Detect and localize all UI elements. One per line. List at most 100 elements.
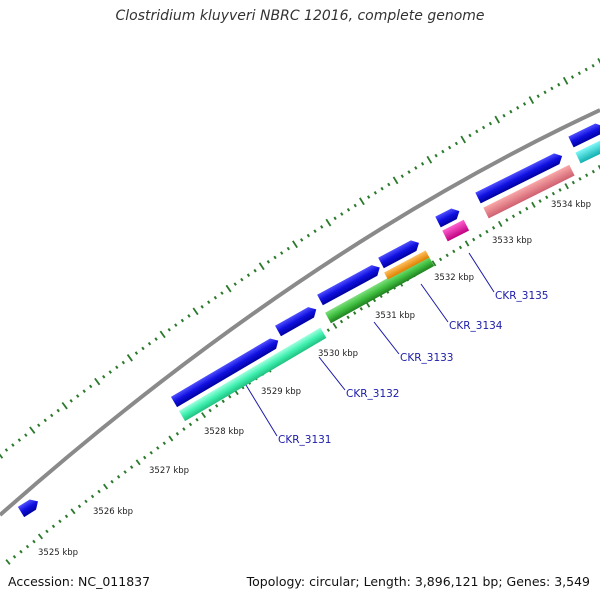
cds-arrow[interactable] xyxy=(568,121,600,148)
tick-mark xyxy=(585,173,589,178)
tick-mark xyxy=(332,322,338,329)
gene-label[interactable]: CKR_3135 xyxy=(495,290,548,302)
cds-arrow[interactable] xyxy=(170,335,281,408)
tick-mark xyxy=(110,479,114,484)
tick-mark xyxy=(306,233,310,238)
tick-mark xyxy=(182,427,186,431)
tick-mark xyxy=(452,249,456,254)
tick-mark xyxy=(135,459,141,466)
tick-mark xyxy=(359,197,365,206)
tick-mark xyxy=(12,555,17,559)
tick-mark xyxy=(58,519,62,524)
tick-mark xyxy=(485,229,489,234)
gene-label[interactable]: CKR_3131 xyxy=(278,434,331,446)
tick-mark xyxy=(195,417,199,422)
gene-label[interactable]: CKR_3132 xyxy=(346,388,399,400)
tick-mark xyxy=(286,246,290,251)
tick-mark xyxy=(84,499,88,504)
tick-mark xyxy=(481,125,486,130)
tick-mark xyxy=(201,412,207,419)
tick-mark xyxy=(168,435,174,442)
tick-mark xyxy=(528,96,535,104)
tick-mark xyxy=(29,426,36,434)
tick-mark xyxy=(19,549,23,554)
tick-mark xyxy=(488,121,493,126)
tick-mark xyxy=(313,229,317,234)
tick-mark xyxy=(207,300,211,305)
tick-mark xyxy=(531,201,536,208)
tick-mark xyxy=(372,298,377,303)
tick-mark xyxy=(339,319,344,324)
cds-ckr-3133[interactable] xyxy=(325,255,435,324)
tick-mark xyxy=(460,135,467,144)
tick-mark xyxy=(192,307,199,316)
tick-mark xyxy=(445,253,449,258)
cds-arrow[interactable] xyxy=(435,206,462,228)
cds-ckr-3131[interactable] xyxy=(178,327,327,422)
tick-mark xyxy=(77,504,82,509)
cds-arrow[interactable] xyxy=(275,304,319,337)
tick-mark xyxy=(392,176,399,185)
tick-mark xyxy=(525,206,529,211)
tick-mark xyxy=(353,203,357,208)
tick-mark xyxy=(597,164,600,170)
scale-label: 3525 kbp xyxy=(38,548,78,558)
cds-arrow[interactable] xyxy=(17,496,41,518)
tick-mark xyxy=(134,351,139,355)
tick-mark xyxy=(149,450,153,455)
topology-summary: Topology: circular; Length: 3,896,121 bp… xyxy=(246,574,590,589)
gene-label[interactable]: CKR_3134 xyxy=(449,320,503,332)
cds-ckr-3134[interactable] xyxy=(384,250,430,280)
tick-mark xyxy=(154,337,158,341)
scale-label: 3532 kbp xyxy=(434,273,474,283)
tick-mark xyxy=(578,177,582,181)
tick-mark xyxy=(70,508,76,515)
tick-mark xyxy=(346,207,351,212)
tick-mark xyxy=(108,370,112,374)
tick-mark xyxy=(167,327,171,332)
cds-arrow[interactable] xyxy=(475,151,564,204)
tick-mark xyxy=(538,199,542,203)
tick-mark xyxy=(43,418,47,423)
scale-label: 3526 kbp xyxy=(93,507,133,517)
tick-mark xyxy=(162,441,166,446)
cds-rrna[interactable] xyxy=(483,164,575,219)
tick-mark xyxy=(414,166,418,170)
tick-mark xyxy=(116,475,121,479)
tick-mark xyxy=(518,210,522,215)
tick-mark xyxy=(174,323,178,327)
tick-mark xyxy=(51,524,56,529)
tick-mark xyxy=(25,544,30,549)
tick-mark xyxy=(562,76,569,85)
scale-labels: 3525 kbp 3526 kbp 3527 kbp 3528 kbp 3529… xyxy=(38,200,591,558)
tick-mark xyxy=(233,282,237,286)
tick-mark xyxy=(545,195,549,200)
tick-mark xyxy=(126,354,133,362)
tick-mark xyxy=(407,170,411,174)
tick-mark xyxy=(441,149,445,154)
accession-text: Accession: NC_011837 xyxy=(8,574,151,589)
tick-mark xyxy=(292,240,298,249)
tick-mark xyxy=(156,446,160,450)
scale-label: 3534 kbp xyxy=(551,200,591,210)
tick-mark xyxy=(121,360,126,365)
cds-arrow[interactable] xyxy=(317,262,382,306)
tick-mark xyxy=(516,106,520,110)
tick-mark xyxy=(225,284,232,293)
tick-mark xyxy=(346,315,350,320)
tick-mark xyxy=(558,188,562,192)
gene-label[interactable]: CKR_3133 xyxy=(400,352,453,364)
tick-mark xyxy=(502,113,506,118)
tick-mark xyxy=(200,304,204,309)
tick-mark xyxy=(56,408,60,413)
tick-mark xyxy=(571,180,575,185)
tick-mark xyxy=(353,311,357,315)
tick-mark xyxy=(320,225,324,229)
cds-ckr-3135[interactable] xyxy=(442,219,470,242)
cds-arrow[interactable] xyxy=(378,238,422,269)
inner-tick-ring xyxy=(5,164,600,565)
tick-mark xyxy=(253,268,257,273)
outer-tick-ring xyxy=(0,58,600,459)
scale-label: 3528 kbp xyxy=(204,427,244,437)
